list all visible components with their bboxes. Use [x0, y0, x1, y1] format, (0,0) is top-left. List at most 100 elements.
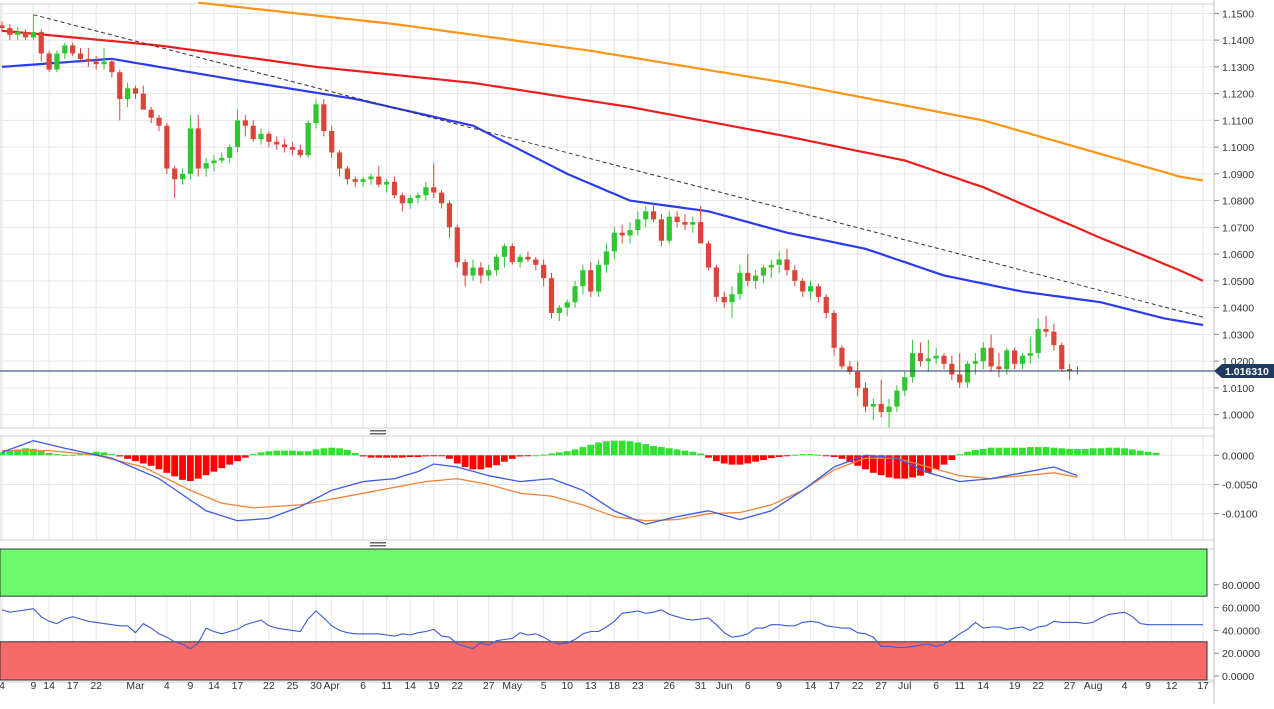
x-tick-label: Jun — [716, 680, 733, 692]
macd-histogram-bar — [807, 454, 814, 456]
candle-body — [109, 61, 115, 73]
macd-histogram-bar — [532, 455, 540, 457]
candle-body — [1059, 345, 1065, 370]
candle-body — [533, 259, 539, 265]
macd-histogram-bar — [626, 441, 634, 456]
x-tick-label: 22 — [1032, 680, 1044, 692]
candle-body — [77, 53, 84, 59]
macd-histogram-bar — [367, 455, 375, 458]
candle-body — [627, 230, 633, 236]
x-tick-label: 5 — [541, 680, 547, 692]
candle-body — [556, 307, 562, 313]
macd-histogram-bar — [822, 455, 830, 457]
macd-histogram-bar — [171, 455, 179, 477]
candle-body — [321, 104, 327, 132]
x-tick-label: 22 — [451, 680, 463, 692]
candle-body — [807, 286, 814, 292]
x-tick-label: 17 — [1197, 680, 1209, 692]
candle-body — [682, 222, 688, 225]
candle-body — [1067, 369, 1073, 371]
candle-body — [117, 72, 123, 99]
macd-histogram-bar — [351, 452, 359, 456]
candle-body — [862, 387, 869, 407]
x-tick-label: 17 — [67, 680, 79, 692]
candle-body — [493, 256, 500, 271]
candle-body — [30, 32, 36, 38]
x-tick-label: Apr — [324, 680, 341, 692]
macd-histogram-bar — [508, 455, 516, 459]
candle-body — [242, 120, 248, 126]
macd-histogram-bar — [147, 455, 155, 466]
candle-body — [847, 366, 853, 372]
macd-histogram-bar — [92, 451, 100, 456]
x-tick-label: 9 — [30, 680, 36, 692]
candle-body — [470, 267, 476, 276]
macd-histogram-bar — [320, 448, 328, 456]
macd-histogram-bar — [587, 444, 595, 456]
x-tick-label: 9 — [776, 680, 782, 692]
rsi-tick-label: 40.0000 — [1222, 625, 1260, 637]
candle-body — [1012, 350, 1018, 364]
current-price-arrow — [1214, 364, 1222, 379]
macd-histogram-bar — [979, 448, 987, 456]
macd-histogram-bar — [1050, 447, 1058, 456]
macd-histogram-bar — [1089, 448, 1097, 456]
macd-histogram-bar — [634, 442, 642, 456]
candle-body — [195, 128, 201, 169]
x-tick-label: 14 — [43, 680, 55, 692]
candle-body — [423, 187, 429, 196]
candle-body — [619, 232, 625, 236]
price-tick-label: 1.1100 — [1222, 115, 1253, 127]
candle-body — [148, 109, 154, 118]
macd-histogram-bar — [77, 454, 84, 456]
x-tick-label: 9 — [1145, 680, 1151, 692]
candle-body — [54, 53, 60, 70]
macd-histogram-bar — [1066, 448, 1073, 456]
macd-histogram-bar — [956, 454, 964, 456]
candle-body — [572, 286, 578, 303]
price-tick-label: 1.0300 — [1222, 329, 1254, 341]
price-tick-label: 1.0000 — [1222, 410, 1254, 422]
macd-histogram-bar — [179, 455, 186, 480]
macd-histogram-bar — [359, 455, 367, 457]
candle-body — [776, 259, 782, 265]
candle-body — [525, 256, 531, 260]
candle-body — [698, 222, 704, 244]
candle-body — [1035, 329, 1041, 354]
candle-body — [705, 243, 712, 268]
candle-body — [313, 104, 319, 124]
x-tick-label: 11 — [954, 680, 965, 692]
price-tick-label: 1.0600 — [1222, 249, 1254, 261]
macd-histogram-bar — [681, 450, 689, 456]
macd-histogram-bar — [249, 454, 257, 456]
macd-histogram-bar — [430, 455, 438, 457]
macd-histogram-bar — [563, 451, 571, 456]
macd-histogram-bar — [273, 450, 281, 456]
macd-histogram-bar — [650, 445, 657, 456]
candle-body — [815, 286, 821, 297]
candle-body — [227, 147, 233, 158]
candle-body — [258, 133, 264, 140]
macd-histogram-bar — [477, 455, 485, 470]
x-tick-label: 6 — [360, 680, 366, 692]
macd-histogram-bar — [728, 455, 736, 465]
candle-body — [274, 141, 280, 145]
macd-histogram-bar — [312, 449, 320, 456]
candle-body — [329, 131, 335, 153]
price-tick-label: 1.0500 — [1222, 276, 1254, 288]
macd-histogram-bar — [775, 455, 783, 458]
candle-body — [729, 294, 735, 303]
macd-histogram-bar — [234, 455, 241, 462]
macd-histogram-bar — [6, 450, 14, 456]
macd-histogram-bar — [862, 455, 869, 470]
macd-histogram-bar — [100, 452, 108, 456]
macd-histogram-bar — [1026, 447, 1034, 456]
candle-body — [289, 147, 296, 150]
candle-body — [462, 262, 468, 276]
x-tick-label: 12 — [1166, 680, 1178, 692]
panel-resize-handle — [370, 433, 386, 435]
candle-body — [336, 152, 343, 169]
macd-histogram-bar — [163, 455, 171, 473]
macd-histogram-bar — [869, 455, 877, 473]
macd-histogram-bar — [22, 448, 29, 456]
